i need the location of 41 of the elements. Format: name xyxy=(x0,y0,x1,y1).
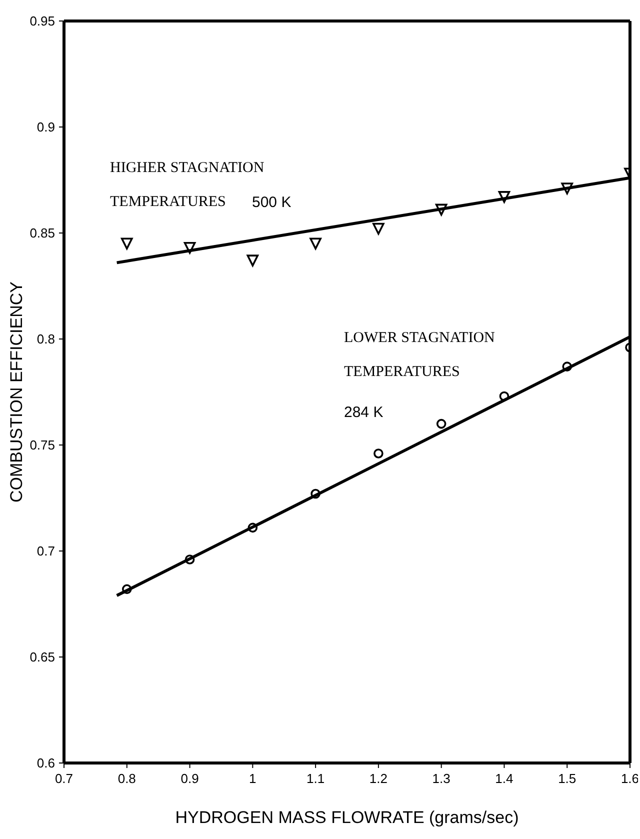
x-tick-label: 1 xyxy=(249,771,256,786)
point xyxy=(184,554,195,564)
point xyxy=(310,488,320,499)
point xyxy=(562,362,572,372)
y-tick-label: 0.65 xyxy=(30,650,55,665)
point xyxy=(499,391,510,402)
x-tick-label: 0.8 xyxy=(118,771,136,786)
x-tick-label: 1.2 xyxy=(369,771,388,786)
annotation: TEMPERATURES xyxy=(344,364,460,381)
point xyxy=(498,191,510,203)
point xyxy=(435,204,448,216)
y-tick-label: 0.8 xyxy=(36,332,55,347)
point xyxy=(248,522,258,533)
y-tick-label: 0.75 xyxy=(30,438,55,453)
annotation: 500 K xyxy=(252,194,292,211)
annotation: LOWER STAGNATION xyxy=(344,330,495,347)
point xyxy=(122,584,132,594)
x-axis-title: HYDROGEN MASS FLOWRATE (grams/sec) xyxy=(175,808,519,827)
annotation: TEMPERATURES xyxy=(110,194,226,211)
point xyxy=(436,418,446,429)
x-tick-label: 1.5 xyxy=(558,771,576,786)
point xyxy=(246,254,259,266)
annotation: HIGHER STAGNATION xyxy=(110,160,264,177)
y-axis-title: COMBUSTION EFFICIENCY xyxy=(7,281,26,503)
point xyxy=(310,238,322,250)
x-tick-label: 1.4 xyxy=(495,771,514,786)
x-tick-label: 1.1 xyxy=(306,771,325,786)
y-tick-label: 0.95 xyxy=(30,14,55,29)
y-tick-label: 0.85 xyxy=(30,226,55,241)
y-tick-label: 0.7 xyxy=(36,544,55,559)
x-tick-label: 1.3 xyxy=(432,771,450,786)
y-tick-label: 0.6 xyxy=(36,756,55,771)
point xyxy=(120,238,133,250)
annotation: 284 K xyxy=(344,404,384,421)
point xyxy=(561,182,574,194)
x-tick-label: 0.9 xyxy=(180,771,199,786)
point xyxy=(374,448,384,458)
x-tick-label: 0.7 xyxy=(54,771,74,786)
y-tick-label: 0.9 xyxy=(36,120,55,135)
point xyxy=(372,222,384,235)
point xyxy=(184,242,196,254)
